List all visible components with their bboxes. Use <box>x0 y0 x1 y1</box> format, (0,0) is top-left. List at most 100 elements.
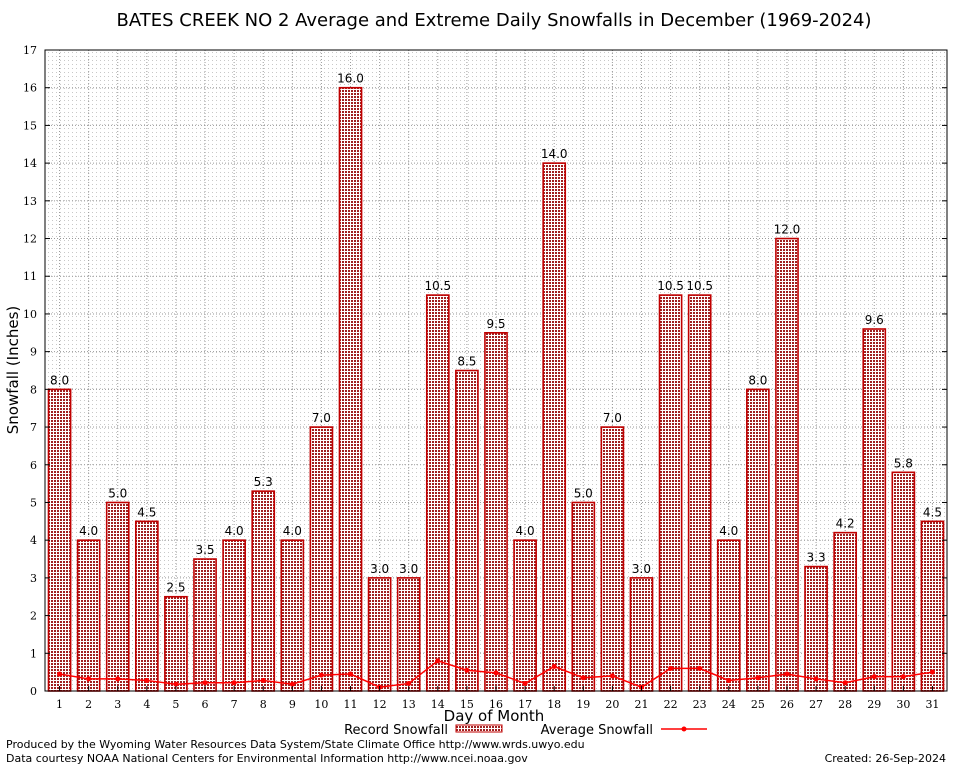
record-bar <box>425 294 450 692</box>
average-point <box>144 677 150 683</box>
record-bar-label: 4.0 <box>516 524 535 538</box>
y-tick-label: 8 <box>30 383 37 396</box>
x-tick-label: 9 <box>289 698 296 711</box>
average-point <box>580 675 586 681</box>
x-axis-ticks: 1 2 3 4 5 6 7 8 9 10 11 12 13 14 15 16 17 18 19 20 21 22 23 24 2… <box>56 686 939 711</box>
x-tick-label: 22 <box>664 698 678 711</box>
average-point <box>464 667 470 673</box>
average-point <box>231 680 237 686</box>
x-axis-label: Day of Month <box>444 707 545 725</box>
record-bar-label: 12.0 <box>774 223 801 237</box>
y-tick-label: 12 <box>23 233 37 246</box>
x-tick-label: 10 <box>314 698 328 711</box>
record-bar <box>367 577 392 692</box>
record-bar-label: 3.3 <box>807 551 826 565</box>
y-tick-label: 3 <box>30 572 37 585</box>
x-tick-label: 18 <box>547 698 561 711</box>
y-tick-label: 13 <box>23 195 37 208</box>
record-bar-label: 4.5 <box>923 505 942 519</box>
record-bar-label: 4.2 <box>836 517 855 531</box>
x-tick-label: 3 <box>114 698 121 711</box>
record-bar <box>105 501 130 692</box>
record-bar-label: 9.6 <box>865 313 884 327</box>
record-bar <box>164 595 188 692</box>
record-bar-label: 3.0 <box>399 562 418 576</box>
average-point <box>435 658 441 664</box>
x-tick-label: 26 <box>780 698 794 711</box>
record-bar <box>222 539 246 692</box>
x-tick-label: 29 <box>867 698 881 711</box>
average-point <box>755 675 761 681</box>
record-bar <box>542 162 567 692</box>
average-point <box>726 677 732 683</box>
record-bar-label: 10.5 <box>686 279 713 293</box>
average-point <box>697 665 703 671</box>
x-tick-label: 13 <box>402 698 416 711</box>
x-tick-label: 11 <box>344 698 358 711</box>
record-bar <box>804 565 828 692</box>
x-tick-label: 31 <box>925 698 939 711</box>
record-bar-label: 9.5 <box>486 317 505 331</box>
record-bar-label: 8.0 <box>748 373 767 387</box>
record-bar-label: 4.5 <box>137 505 156 519</box>
record-bar-label: 5.8 <box>894 456 913 470</box>
record-bar-label: 4.0 <box>225 524 244 538</box>
record-bar-label: 10.5 <box>424 279 451 293</box>
record-bar-label: 3.0 <box>632 562 651 576</box>
legend-record-label: Record Snowfall <box>344 723 448 738</box>
x-tick-label: 23 <box>693 698 707 711</box>
y-tick-label: 16 <box>23 82 37 95</box>
y-tick-label: 6 <box>30 459 37 472</box>
record-bar <box>251 490 276 692</box>
x-tick-label: 27 <box>809 698 823 711</box>
average-point <box>202 680 208 686</box>
footer-produced-by: Produced by the Wyoming Water Resources … <box>6 738 585 751</box>
average-point <box>784 671 790 677</box>
x-tick-label: 4 <box>143 698 150 711</box>
average-point <box>900 674 906 680</box>
record-bar <box>47 388 72 692</box>
record-bar <box>775 237 799 692</box>
legend-average-label: Average Snowfall <box>541 723 653 738</box>
x-tick-label: 6 <box>202 698 209 711</box>
record-bar-label: 16.0 <box>337 72 364 86</box>
y-tick-label: 9 <box>30 346 37 359</box>
x-tick-label: 16 <box>489 698 503 711</box>
record-bar <box>193 558 217 692</box>
record-bar-label: 3.5 <box>195 543 214 557</box>
legend: Record Snowfall Average Snowfall <box>344 723 707 738</box>
x-tick-label: 1 <box>56 698 63 711</box>
x-tick-label: 15 <box>460 698 474 711</box>
record-bar <box>484 331 508 692</box>
record-bar <box>513 539 537 692</box>
average-point <box>609 673 615 679</box>
record-bar-label: 4.0 <box>79 524 98 538</box>
record-bar <box>396 577 421 692</box>
average-point <box>493 670 499 676</box>
record-bar-labels: 8.0 4.0 5.0 4.5 2.5 3.5 4.0 5.3 4.0 7.0 16.0 3.0 3.0… <box>50 72 942 595</box>
record-bar <box>309 426 334 692</box>
record-bar <box>891 471 916 692</box>
y-tick-label: 0 <box>30 685 37 698</box>
record-bar-label: 3.0 <box>370 562 389 576</box>
record-bars <box>47 86 945 692</box>
record-bar-label: 5.0 <box>574 486 593 500</box>
average-point <box>289 681 295 687</box>
x-tick-label: 2 <box>85 698 92 711</box>
x-tick-label: 14 <box>431 698 445 711</box>
y-tick-label: 5 <box>30 496 37 509</box>
average-point <box>929 669 935 675</box>
record-bar-label: 2.5 <box>166 581 185 595</box>
record-bar-label: 10.5 <box>657 279 684 293</box>
average-point <box>318 672 324 678</box>
x-tick-label: 7 <box>231 698 238 711</box>
average-point <box>668 665 674 671</box>
record-bar-label: 5.3 <box>254 475 273 489</box>
y-tick-label: 7 <box>30 421 37 434</box>
record-bar-label: 4.0 <box>719 524 738 538</box>
record-bar <box>338 86 363 692</box>
record-bar-label: 7.0 <box>312 411 331 425</box>
x-tick-label: 17 <box>518 698 532 711</box>
